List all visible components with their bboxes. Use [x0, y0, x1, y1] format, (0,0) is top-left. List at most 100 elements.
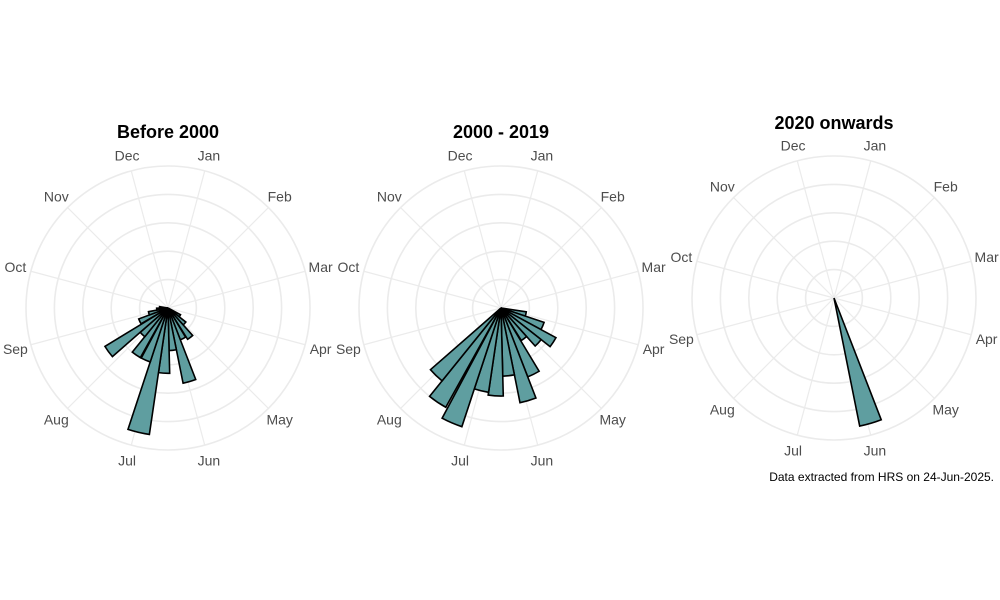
grid-spoke-mar [500, 270, 639, 309]
rose-bar-may-21 [167, 307, 194, 341]
panel-title: 2020 onwards [774, 113, 893, 133]
month-label-dec: Dec [448, 147, 473, 163]
grid-ring-5 [25, 165, 311, 451]
grid-ring-4 [386, 193, 616, 423]
grid-spoke-apr [833, 297, 972, 336]
month-label-mar: Mar [975, 249, 999, 265]
rose-panel-2000-2019: Jan Feb Mar Apr May Jun Jul Aug Sep Oct Nov Dec 200… [336, 122, 666, 469]
grid-spoke-jan [167, 170, 206, 309]
month-label-jun: Jun [531, 453, 554, 469]
month-label-nov: Nov [377, 188, 402, 204]
month-label-oct: Oct [671, 249, 693, 265]
month-labels: Jan Feb Mar Apr May Jun Jul Aug Sep Oct Nov Dec [3, 147, 333, 468]
rose-bar-aug-21 [103, 307, 169, 358]
month-label-sep: Sep [3, 341, 28, 357]
rose-bar-sep-1 [137, 307, 169, 325]
rose-bar-sep-11 [147, 307, 169, 316]
rose-bars [103, 305, 197, 436]
month-label-sep: Sep [669, 331, 694, 347]
month-label-apr: Apr [643, 341, 665, 357]
month-label-feb: Feb [268, 188, 292, 204]
rose-bar-jun-11 [167, 307, 197, 385]
grid-spoke-mar [833, 260, 972, 299]
rose-bars [833, 297, 883, 428]
grid-ring-5 [691, 155, 977, 441]
grid-ring-4 [719, 183, 949, 413]
month-label-sep: Sep [336, 341, 361, 357]
month-label-jun: Jun [198, 453, 221, 469]
grid-spoke-jan [833, 160, 872, 299]
month-label-aug: Aug [44, 412, 69, 428]
month-label-jul: Jul [118, 453, 136, 469]
month-label-mar: Mar [309, 259, 333, 275]
month-label-jun: Jun [864, 443, 887, 459]
month-labels: Jan Feb Mar Apr May Jun Jul Aug Sep Oct Nov Dec [669, 137, 999, 458]
grid-ring-5 [358, 165, 644, 451]
rose-bar-jun-11 [833, 297, 883, 428]
polar-grid [691, 155, 977, 441]
grid-spoke-jan [500, 170, 539, 309]
month-label-may: May [599, 412, 625, 428]
grid-spoke-nov [400, 207, 502, 309]
month-label-aug: Aug [377, 412, 402, 428]
month-labels: Jan Feb Mar Apr May Jun Jul Aug Sep Oct Nov Dec [336, 147, 666, 468]
rose-bar-may-11 [500, 307, 543, 348]
grid-spoke-may [167, 307, 269, 409]
grid-spoke-apr [167, 307, 306, 346]
rose-bar-aug-1 [428, 307, 502, 409]
grid-ring-3 [747, 212, 920, 384]
grid-spoke-dec [796, 160, 835, 299]
grid-spoke-sep [363, 307, 502, 346]
grid-spoke-nov [733, 197, 835, 299]
month-label-oct: Oct [338, 259, 360, 275]
grid-spoke-feb [833, 197, 935, 299]
grid-spoke-may [833, 297, 935, 399]
grid-spoke-jul [796, 297, 835, 436]
grid-spoke-sep [30, 307, 169, 346]
grid-ring-1 [804, 268, 864, 328]
grid-ring-3 [82, 222, 254, 394]
grid-ring-2 [776, 240, 892, 356]
month-label-dec: Dec [781, 137, 806, 153]
grid-spoke-mar [167, 270, 306, 309]
rose-bar-aug-1 [131, 307, 169, 359]
grid-spoke-oct [30, 270, 169, 309]
month-label-jan: Jan [531, 147, 554, 163]
grid-spoke-dec [130, 170, 169, 309]
month-label-apr: Apr [310, 341, 332, 357]
rose-bar-may-1 [500, 307, 558, 348]
rose-bar-oct-1 [158, 305, 169, 309]
month-label-aug: Aug [710, 402, 735, 418]
grid-spoke-nov [67, 207, 169, 309]
month-label-jul: Jul [451, 453, 469, 469]
grid-spoke-feb [500, 207, 602, 309]
month-label-may: May [266, 412, 292, 428]
rose-bars [428, 307, 558, 428]
rose-bar-aug-11 [429, 307, 502, 383]
grid-spoke-dec [463, 170, 502, 309]
grid-spoke-oct [363, 270, 502, 309]
month-label-dec: Dec [115, 147, 140, 163]
month-label-feb: Feb [934, 178, 958, 194]
rose-bar-jun-11 [500, 307, 537, 404]
month-label-mar: Mar [642, 259, 666, 275]
grid-spoke-aug [733, 297, 835, 399]
month-label-jul: Jul [784, 443, 802, 459]
rose-panel-2020-onwards: Jan Feb Mar Apr May Jun Jul Aug Sep Oct Nov Dec 202… [669, 113, 999, 459]
grid-spoke-sep [696, 297, 835, 336]
month-label-may: May [932, 402, 958, 418]
data-source-caption: Data extracted from HRS on 24-Jun-2025. [769, 470, 994, 484]
month-label-oct: Oct [5, 259, 27, 275]
grid-spoke-oct [696, 260, 835, 299]
month-label-nov: Nov [710, 178, 735, 194]
panel-title: 2000 - 2019 [453, 122, 549, 142]
grid-ring-4 [53, 193, 283, 423]
month-label-jan: Jan [864, 137, 887, 153]
month-label-jan: Jan [198, 147, 221, 163]
panel-title: Before 2000 [117, 122, 219, 142]
month-label-feb: Feb [601, 188, 625, 204]
rose-panel-before-2000: Jan Feb Mar Apr May Jun Jul Aug Sep Oct Nov Dec Bef… [3, 122, 333, 469]
rose-bar-jul-21 [441, 307, 502, 428]
month-label-nov: Nov [44, 188, 69, 204]
